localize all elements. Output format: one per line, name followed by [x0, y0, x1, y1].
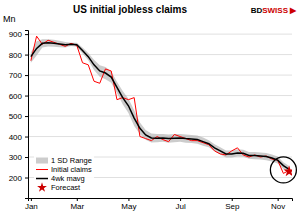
grid-line	[28, 95, 292, 96]
y-tick-label: 800	[9, 51, 23, 60]
x-tick-label: Mar	[70, 202, 84, 211]
legend-item: Forecast	[37, 182, 81, 192]
legend-item: 4wk mavg	[36, 174, 85, 183]
marks	[31, 36, 292, 176]
y-tick-mark	[25, 116, 28, 117]
x-tick-label: Jan	[25, 202, 38, 211]
y-axis-line	[25, 31, 29, 199]
x-tick-mark	[31, 198, 32, 201]
y-axis: 200 300 400 500 600 700 800 900	[9, 30, 29, 198]
legend-label: Initial claims	[51, 165, 92, 174]
y-tick-mark	[25, 96, 28, 97]
legend-swatch	[37, 182, 47, 191]
y-tick-mark	[25, 157, 28, 158]
y-tick: 400	[9, 133, 28, 142]
x-tick-mark	[232, 198, 233, 201]
y-tick-mark	[25, 55, 28, 56]
highlight-circle	[270, 157, 296, 183]
y-tick-mark	[25, 75, 28, 76]
legend: 1 SD RangeInitial claims4wk mavgForecast	[34, 154, 94, 194]
y-tick: 900	[9, 30, 28, 39]
logo-text: BD	[251, 6, 263, 15]
chart: US initial jobless claims ▶SWISSBD Jan Mar M…	[0, 0, 300, 214]
legend-swatch	[36, 169, 48, 170]
x-tick-label: Sep	[225, 202, 240, 211]
x-tick: Sep	[225, 198, 240, 211]
grid	[28, 34, 292, 177]
grid-line	[28, 75, 292, 76]
legend-label: 4wk mavg	[51, 174, 85, 183]
logo-text: SWISS	[262, 6, 288, 15]
sd-band	[31, 39, 289, 172]
x-tick: Mar	[70, 198, 84, 211]
y-tick: 600	[9, 92, 28, 101]
y-label: Mn	[3, 14, 16, 24]
x-tick: Nov	[271, 198, 285, 211]
x-tick-label: Jul	[175, 202, 185, 211]
x-tick-mark	[77, 198, 78, 201]
y-tick-label: 900	[9, 30, 23, 39]
y-tick: 700	[9, 71, 28, 80]
x-tick: May	[121, 198, 136, 211]
y-tick: 200	[9, 174, 28, 183]
line	[31, 36, 289, 173]
y-tick-mark	[25, 137, 28, 138]
x-tick-mark	[128, 198, 129, 201]
x-tick-mark	[180, 198, 181, 201]
legend-item: 1 SD Range	[36, 156, 92, 165]
x-tick-mark	[278, 198, 279, 201]
y-tick-mark	[25, 178, 28, 179]
y-tick: 300	[9, 153, 28, 162]
x-axis-line	[29, 199, 293, 202]
y-tick-label: 400	[9, 133, 23, 142]
logo-text: ▶	[289, 6, 297, 15]
x-tick: Jan	[25, 198, 38, 211]
title: US initial jobless claims	[73, 4, 187, 15]
y-tick: 500	[9, 112, 28, 121]
legend-swatch	[36, 158, 48, 164]
line	[31, 43, 289, 170]
x-axis: Jan Mar May Jul Sep Nov	[25, 198, 293, 211]
y-tick: 800	[9, 51, 28, 60]
legend-label: Forecast	[51, 183, 81, 192]
forecast-point	[283, 165, 292, 176]
y-tick-label: 200	[9, 174, 23, 183]
y-tick-label: 700	[9, 71, 23, 80]
legend-item: Initial claims	[36, 165, 92, 174]
y-tick-label: 600	[9, 92, 23, 101]
x-tick-label: Nov	[271, 202, 285, 211]
grid-line	[28, 116, 292, 117]
x-tick: Jul	[175, 198, 185, 211]
legend-swatch	[36, 178, 48, 180]
legend-background	[34, 154, 94, 194]
grid-line	[28, 34, 292, 35]
plot: Jan Mar May Jul Sep Nov 200 300 400 500 600 700 800 9…	[9, 30, 297, 211]
legend-label: 1 SD Range	[51, 156, 92, 165]
y-tick-label: 300	[9, 153, 23, 162]
y-tick-label: 500	[9, 112, 23, 121]
x-tick-label: May	[121, 202, 136, 211]
y-tick-mark	[25, 34, 28, 35]
grid-line	[28, 54, 292, 55]
